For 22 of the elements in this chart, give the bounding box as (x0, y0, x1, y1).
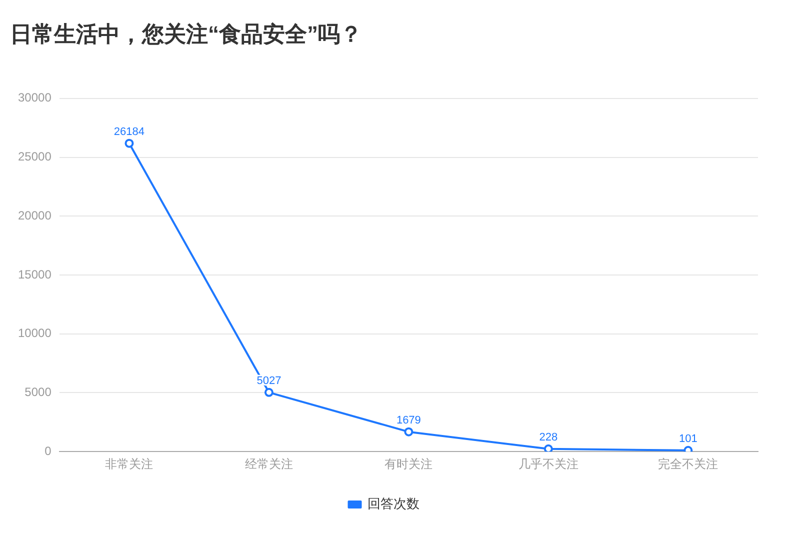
data-label: 101 (678, 432, 698, 445)
x-tick-label: 有时关注 (384, 457, 433, 472)
y-tick-label: 5000 (24, 385, 52, 400)
y-tick-label: 30000 (18, 90, 52, 105)
y-tick-label: 25000 (18, 150, 52, 164)
legend-label: 回答次数 (367, 496, 420, 512)
x-tick-label: 完全不关注 (658, 457, 718, 472)
chart-title: 日常生活中，您关注“食品安全”吗？ (10, 21, 362, 46)
x-tick-label: 几乎不关注 (518, 457, 578, 472)
point (404, 427, 414, 436)
point (264, 388, 274, 397)
y-tick-label: 20000 (18, 208, 52, 222)
point (124, 138, 134, 148)
y-tick-label: 15000 (18, 267, 52, 282)
point (544, 444, 553, 452)
x-tick-label: 经常关注 (244, 457, 293, 472)
y-tick-label: 0 (44, 444, 52, 458)
x-tick-label: 非常关注 (105, 457, 154, 472)
data-label: 26184 (114, 126, 145, 138)
y-tick-label: 10000 (18, 326, 52, 340)
data-label: 1679 (396, 414, 421, 426)
data-label: 228 (539, 431, 558, 444)
